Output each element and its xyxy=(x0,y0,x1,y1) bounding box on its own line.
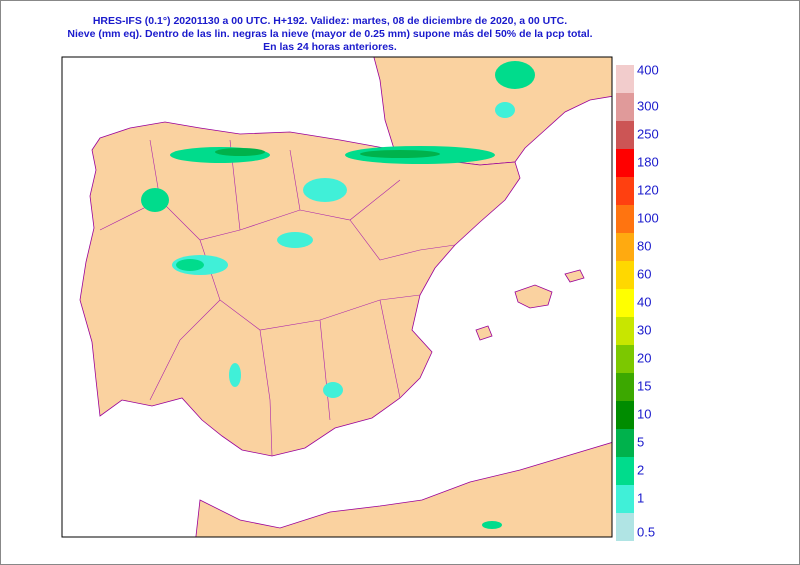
mallorca xyxy=(514,284,553,309)
legend-label: 2 xyxy=(637,462,644,477)
legend-swatch xyxy=(616,233,634,261)
legend-label: 80 xyxy=(637,238,651,253)
legend-swatch xyxy=(616,513,634,541)
province-lines xyxy=(99,139,456,457)
snow-area xyxy=(277,232,313,248)
map-frame xyxy=(61,56,613,538)
legend-swatch xyxy=(616,149,634,177)
legend-label: 300 xyxy=(637,98,659,113)
snow-area xyxy=(495,102,515,118)
legend-label: 15 xyxy=(637,378,651,393)
title-line: HRES-IFS (0.1°) 20201130 a 00 UTC. H+192… xyxy=(93,15,567,27)
snow-area xyxy=(482,521,502,529)
legend-swatch xyxy=(616,373,634,401)
title-line: En las 24 horas anteriores. xyxy=(263,41,397,53)
snow-area xyxy=(215,148,265,156)
legend-swatch xyxy=(616,457,634,485)
legend: 400 300 250 180 120 100 80 60 40 30 20 15 10 5 2 1 0.5 xyxy=(616,62,659,541)
legend-label: 60 xyxy=(637,266,651,281)
snow-area xyxy=(176,259,204,271)
legend-swatch xyxy=(616,289,634,317)
snow-area xyxy=(229,363,241,387)
legend-swatch xyxy=(616,485,634,513)
title-line: Nieve (mm eq). Dentro de las lin. negras… xyxy=(67,28,592,40)
legend-swatch xyxy=(616,345,634,373)
legend-swatch xyxy=(616,177,634,205)
legend-label: 0.5 xyxy=(637,524,655,539)
legend-swatch xyxy=(616,429,634,457)
legend-label: 40 xyxy=(637,294,651,309)
africa xyxy=(195,441,612,537)
legend-label: 100 xyxy=(637,210,659,225)
snow-area xyxy=(303,178,347,202)
snow-area xyxy=(495,61,535,89)
legend-swatch xyxy=(616,93,634,121)
france xyxy=(373,57,612,166)
legend-swatch xyxy=(616,205,634,233)
legend-label: 1 xyxy=(637,490,644,505)
snow-area xyxy=(360,150,440,158)
legend-swatch xyxy=(616,261,634,289)
snow-area xyxy=(141,188,169,212)
legend-label: 400 xyxy=(637,62,659,77)
snow-area xyxy=(323,382,343,398)
legend-label: 250 xyxy=(637,126,659,141)
legend-label: 120 xyxy=(637,182,659,197)
legend-swatch xyxy=(616,65,634,93)
legend-label: 20 xyxy=(637,350,651,365)
legend-swatch xyxy=(616,317,634,345)
ibiza xyxy=(475,325,493,341)
legend-swatch xyxy=(616,401,634,429)
legend-label: 10 xyxy=(637,406,651,421)
map xyxy=(61,56,613,538)
legend-label: 5 xyxy=(637,434,644,449)
legend-swatch xyxy=(616,121,634,149)
menorca xyxy=(564,269,585,283)
legend-label: 180 xyxy=(637,154,659,169)
legend-label: 30 xyxy=(637,322,651,337)
